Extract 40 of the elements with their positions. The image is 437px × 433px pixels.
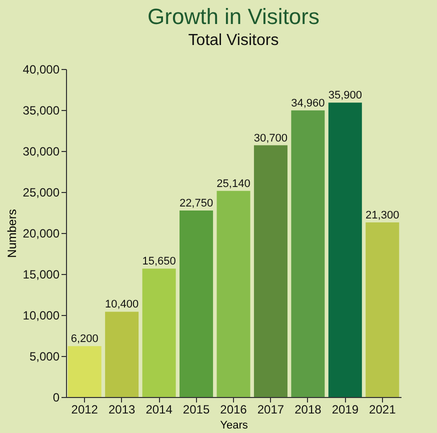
data-label: 30,700: [254, 132, 288, 144]
y-axis-title: Numbers: [4, 209, 19, 258]
data-label: 35,900: [328, 90, 362, 102]
x-tick-label: 2021: [369, 402, 396, 416]
chart-subtitle: Total Visitors: [188, 32, 279, 49]
data-label: 22,750: [179, 197, 214, 210]
y-tick-label: 35,000: [22, 104, 60, 118]
x-tick-label: 2013: [108, 402, 136, 416]
data-label: 25,140: [216, 178, 250, 190]
data-label: 6,200: [70, 333, 98, 346]
x-tick-label: 2015: [182, 402, 210, 416]
x-tick-label: 2016: [220, 402, 248, 416]
bar: [328, 102, 362, 397]
bar: [105, 312, 139, 397]
y-tick-label: 30,000: [22, 144, 60, 158]
y-tick-label: 40,000: [22, 62, 60, 76]
y-tick-label: 10,000: [22, 308, 60, 322]
data-label: 10,400: [105, 298, 139, 311]
bar: [180, 210, 214, 397]
x-tick-label: 2019: [332, 402, 359, 416]
x-tick-label: 2014: [146, 402, 173, 416]
bar: [366, 222, 400, 397]
x-axis-title: Years: [220, 420, 248, 432]
bar: [142, 268, 176, 397]
x-tick-label: 2012: [71, 402, 98, 416]
y-tick-label: 25,000: [22, 186, 60, 200]
y-tick-label: 20,000: [22, 226, 60, 240]
y-tick-label: 0: [52, 390, 60, 404]
x-tick-label: 2018: [294, 402, 322, 416]
x-tick-label: 2017: [257, 402, 284, 416]
y-tick-label: 15,000: [22, 268, 60, 282]
data-label: 15,650: [142, 256, 176, 268]
bar: [216, 190, 250, 397]
bar: [68, 346, 102, 397]
bar: [254, 145, 288, 397]
chart-title: Growth in Visitors: [148, 4, 320, 29]
y-tick-label: 5,000: [29, 350, 60, 364]
data-label: 34,960: [291, 97, 325, 110]
data-label: 21,300: [366, 209, 400, 222]
bar: [291, 110, 325, 397]
